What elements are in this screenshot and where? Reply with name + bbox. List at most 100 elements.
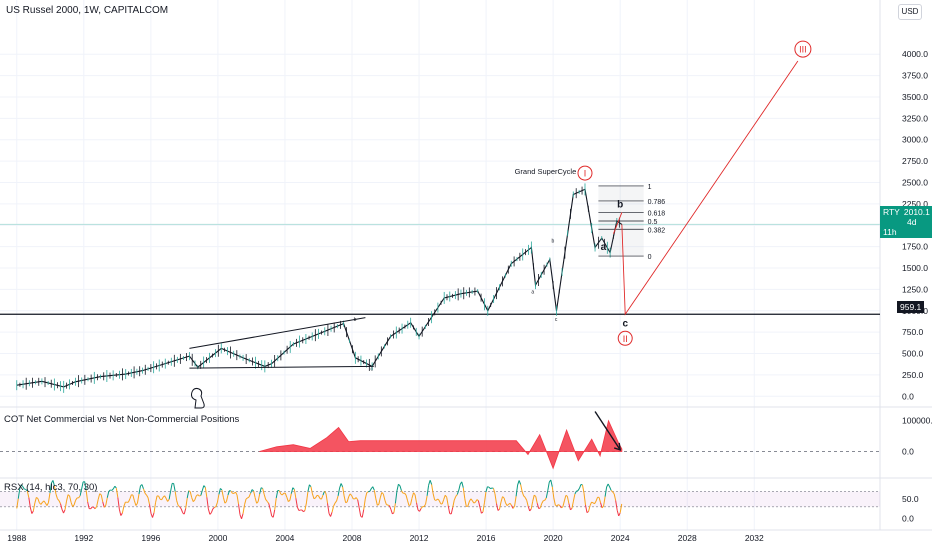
rsx-segment bbox=[165, 498, 169, 502]
wave-b-label: b bbox=[617, 199, 623, 210]
rsx-segment bbox=[265, 499, 268, 502]
rsx-segment bbox=[309, 484, 312, 488]
rsx-segment bbox=[146, 494, 149, 498]
rsx-segment bbox=[203, 485, 206, 488]
rsx-segment bbox=[558, 504, 561, 507]
rsx-segment bbox=[301, 509, 304, 513]
rsx-segment bbox=[601, 505, 604, 509]
rsx-segment bbox=[136, 494, 140, 504]
price-tag: RTY 2010.1 4d 11h bbox=[880, 206, 932, 238]
rsx-segment bbox=[191, 497, 194, 502]
rsx-segment bbox=[345, 501, 348, 504]
rsx-segment bbox=[523, 495, 526, 498]
rsx-segment bbox=[209, 512, 212, 515]
rsx-segment bbox=[183, 508, 187, 515]
rsx-segment bbox=[458, 483, 461, 491]
wedge-lower bbox=[189, 365, 374, 369]
rsx-segment bbox=[64, 500, 68, 510]
rsx-segment bbox=[438, 500, 442, 504]
fib-level-label: 0.786 bbox=[648, 199, 666, 206]
rsx-segment bbox=[603, 496, 606, 506]
rsx-segment bbox=[334, 500, 337, 504]
rsx-segment bbox=[609, 486, 612, 491]
rsx-segment bbox=[372, 486, 375, 491]
rsx-segment bbox=[227, 490, 230, 496]
y-tick-label: 3500.0 bbox=[902, 92, 928, 102]
y-tick-label: 1250.0 bbox=[902, 284, 928, 294]
y-tick-label: 2250.0 bbox=[902, 199, 928, 209]
rsx-segment bbox=[32, 502, 36, 512]
rsx-segment bbox=[337, 487, 341, 496]
rsx-segment bbox=[257, 493, 261, 502]
rsx-segment bbox=[115, 488, 119, 498]
rsx-segment bbox=[197, 494, 200, 497]
rsx-segment bbox=[506, 504, 509, 506]
rsx-segment bbox=[296, 506, 300, 511]
rsx-segment bbox=[563, 495, 567, 501]
rsx-segment bbox=[147, 497, 151, 505]
rsx-segment bbox=[481, 511, 484, 514]
rsx-segment bbox=[75, 497, 78, 501]
rsx-segment bbox=[509, 502, 512, 506]
rsx-segment bbox=[263, 494, 267, 500]
rsx-segment bbox=[446, 497, 449, 506]
rsx-segment bbox=[346, 496, 350, 503]
rsx-segment bbox=[541, 500, 544, 504]
rsx-segment bbox=[336, 495, 339, 502]
rsx-segment bbox=[278, 490, 282, 495]
x-tick-label: 1988 bbox=[7, 533, 26, 543]
rsx-segment bbox=[322, 490, 325, 496]
price-tag-countdown: 4d 11h bbox=[883, 217, 917, 237]
rsx-segment bbox=[73, 500, 77, 506]
minor-label-b2: b bbox=[551, 238, 554, 244]
rsx-segment bbox=[224, 501, 227, 504]
rsx-segment bbox=[90, 506, 93, 510]
rsx-segment bbox=[610, 490, 613, 493]
rsx-segment bbox=[180, 508, 184, 514]
y-tick-label: 500.0 bbox=[902, 349, 924, 359]
rsx-segment bbox=[241, 513, 244, 519]
rsx-segment bbox=[132, 495, 135, 501]
rsx-segment bbox=[553, 497, 556, 506]
rsx-segment bbox=[236, 494, 240, 505]
rsx-segment bbox=[57, 498, 60, 501]
y-tick-label: 4000.0 bbox=[902, 49, 928, 59]
currency-button[interactable]: USD bbox=[898, 4, 922, 20]
rsx-segment bbox=[244, 498, 247, 505]
rsx-segment bbox=[426, 485, 430, 496]
rsx-segment bbox=[152, 512, 155, 518]
rsx-segment bbox=[619, 503, 623, 513]
rsx-segment bbox=[194, 495, 197, 501]
rsx-segment bbox=[512, 505, 516, 509]
rsx-segment bbox=[52, 480, 55, 487]
rsx-segment bbox=[589, 501, 592, 506]
rsx-segment bbox=[298, 509, 301, 511]
rsx-segment bbox=[600, 502, 603, 509]
rsx-segment bbox=[63, 509, 66, 514]
rsx-segment bbox=[259, 487, 262, 495]
rsx-segment bbox=[566, 496, 570, 504]
rsx-segment bbox=[431, 484, 434, 494]
rsx-segment bbox=[79, 488, 83, 496]
rsx-segment bbox=[143, 488, 146, 494]
rsx-segment bbox=[135, 502, 138, 506]
rsx-segment bbox=[108, 489, 111, 492]
rsx-segment bbox=[325, 493, 329, 504]
rsx-segment bbox=[545, 490, 549, 499]
rsx-segment bbox=[220, 488, 223, 491]
rsx-segment bbox=[514, 496, 517, 507]
rsx-segment bbox=[419, 508, 422, 512]
rsx-segment bbox=[144, 492, 147, 496]
rsx-segment bbox=[515, 484, 519, 497]
rsx-segment bbox=[127, 498, 131, 503]
rsx-segment bbox=[581, 484, 585, 494]
rsx-segment bbox=[269, 509, 273, 517]
rsx-segment bbox=[388, 505, 392, 510]
rsx-segment bbox=[375, 498, 378, 506]
rsx-segment bbox=[386, 504, 389, 506]
rsx-segment bbox=[170, 483, 173, 492]
cot-arrow bbox=[594, 411, 621, 451]
rsx-segment bbox=[245, 497, 248, 500]
